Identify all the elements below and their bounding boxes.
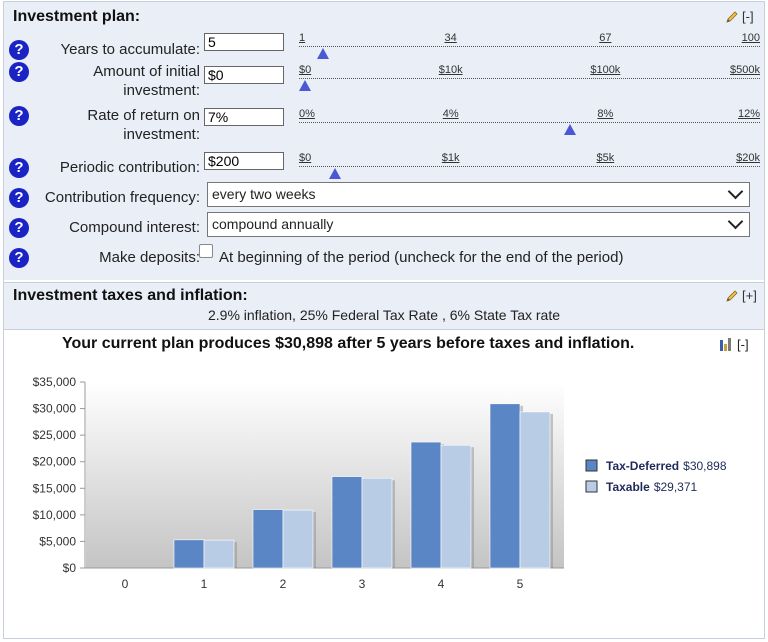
- chevron-down-icon: [727, 213, 744, 230]
- initial-investment-input[interactable]: [204, 66, 284, 84]
- help-icon[interactable]: ?: [9, 158, 29, 178]
- slider-tick-label: $0: [299, 152, 312, 164]
- periodic-contribution-label: Periodic contribution:: [59, 159, 200, 176]
- contribution-frequency-select[interactable]: every two weeks: [207, 182, 750, 207]
- slider-track: [299, 166, 760, 167]
- slider-tick-label: 4%: [442, 108, 459, 120]
- years-input[interactable]: [204, 33, 284, 51]
- taxes-summary: 2.9% inflation, 25% Federal Tax Rate , 6…: [207, 307, 561, 323]
- initial-label-line1: Amount of initial: [93, 63, 200, 80]
- taxes-tools: [+]: [726, 288, 757, 303]
- rate-of-return-slider[interactable]: 0% 4% 8% 12%: [296, 108, 760, 136]
- compound-interest-select[interactable]: compound annually: [207, 212, 750, 237]
- rate-label-line2: investment:: [123, 126, 200, 143]
- expand-taxes-button[interactable]: [+]: [742, 288, 757, 303]
- slider-tick-label: 34: [444, 32, 457, 44]
- help-icon[interactable]: ?: [9, 62, 29, 82]
- result-headline: Your current plan produces $30,898 after…: [62, 335, 635, 352]
- pencil-icon[interactable]: [726, 289, 738, 302]
- calculator-frame: [3, 1, 765, 639]
- slider-track: [299, 46, 760, 47]
- slider-thumb[interactable]: [317, 48, 330, 59]
- contribution-frequency-value: every two weeks: [212, 186, 316, 202]
- slider-thumb[interactable]: [564, 124, 577, 135]
- slider-tick-label: 8%: [597, 108, 614, 120]
- periodic-contribution-slider[interactable]: $0 $1k $5k $20k: [296, 152, 760, 180]
- taxes-panel: Investment taxes and inflation: [+] 2.9%…: [4, 282, 764, 330]
- slider-tick-label: $20k: [736, 152, 760, 164]
- slider-tick-label: $100k: [590, 64, 621, 76]
- slider-track: [299, 122, 760, 123]
- rate-of-return-input[interactable]: [204, 108, 284, 126]
- help-icon[interactable]: ?: [9, 218, 29, 238]
- slider-tick-label: $1k: [441, 152, 460, 164]
- help-icon[interactable]: ?: [9, 188, 29, 208]
- help-icon[interactable]: ?: [9, 248, 29, 268]
- initial-investment-label: Amount of initial investment:: [34, 62, 200, 100]
- taxes-title: Investment taxes and inflation:: [13, 287, 248, 304]
- contribution-frequency-label: Contribution frequency:: [44, 189, 200, 206]
- chevron-down-icon: [727, 183, 744, 200]
- slider-track: [299, 78, 760, 79]
- collapse-plan-button[interactable]: [-]: [742, 9, 754, 24]
- slider-tick-label: $0: [299, 64, 312, 76]
- slider-tick-label: $500k: [730, 64, 760, 76]
- help-icon[interactable]: ?: [9, 40, 29, 60]
- slider-thumb[interactable]: [329, 168, 342, 179]
- compound-interest-value: compound annually: [212, 216, 334, 232]
- years-slider[interactable]: 1 34 67 100: [296, 32, 760, 60]
- initial-label-line2: investment:: [123, 82, 200, 99]
- periodic-contribution-input[interactable]: [204, 152, 284, 170]
- make-deposits-checkbox[interactable]: [199, 244, 213, 258]
- collapse-chart-button[interactable]: [-]: [737, 337, 749, 352]
- slider-tick-label: 100: [741, 32, 760, 44]
- help-icon[interactable]: ?: [9, 106, 29, 126]
- slider-thumb[interactable]: [299, 80, 311, 91]
- make-deposits-description: At beginning of the period (uncheck for …: [219, 249, 624, 266]
- bar-chart-icon[interactable]: [720, 338, 734, 351]
- slider-tick-label: 12%: [737, 108, 760, 120]
- slider-tick-label: $10k: [438, 64, 463, 76]
- initial-investment-slider[interactable]: $0 $10k $100k $500k: [296, 64, 760, 92]
- years-label: Years to accumulate:: [60, 41, 200, 58]
- chart-tools: [-]: [720, 337, 749, 352]
- slider-tick-label: 67: [599, 32, 612, 44]
- investment-plan-panel: Investment plan: [-] ? Years to accumula…: [4, 2, 764, 280]
- make-deposits-label: Make deposits:: [99, 249, 200, 266]
- rate-of-return-label: Rate of return on investment:: [34, 106, 200, 144]
- investment-plan-title: Investment plan:: [13, 8, 141, 25]
- compound-interest-label: Compound interest:: [69, 219, 200, 236]
- investment-plan-tools: [-]: [726, 9, 754, 24]
- slider-tick-label: 1: [299, 32, 306, 44]
- slider-tick-label: $5k: [596, 152, 615, 164]
- slider-tick-label: 0%: [299, 108, 315, 120]
- rate-label-line1: Rate of return on: [87, 107, 200, 124]
- pencil-icon[interactable]: [726, 10, 738, 23]
